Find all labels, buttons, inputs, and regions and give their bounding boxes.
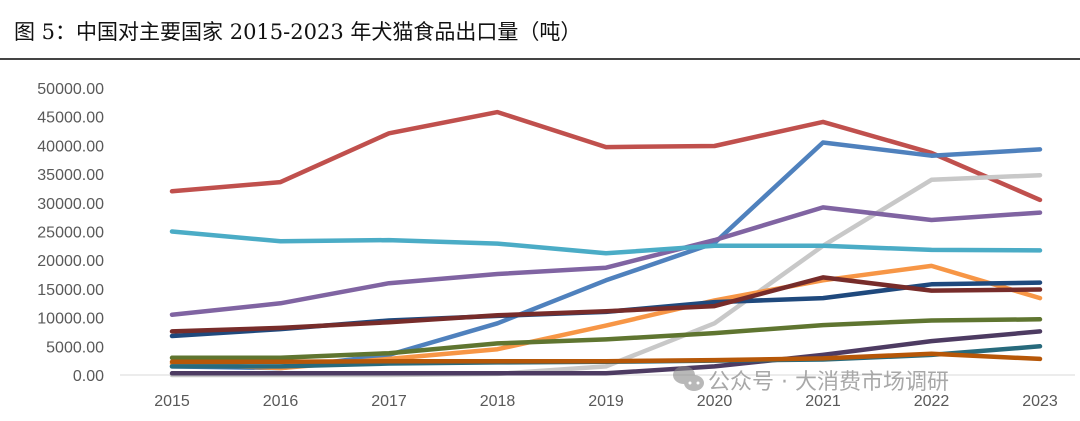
series-darkred: [169, 275, 1043, 334]
x-tick-label: 2016: [263, 393, 299, 410]
y-axis-ticks: 0.00 5000.00 10000.00 15000.00 20000.00 25000…: [37, 81, 104, 385]
y-tick-label: 40000.00: [37, 138, 104, 155]
y-tick-label: 20000.00: [37, 253, 104, 270]
x-tick-label: 2018: [480, 393, 516, 410]
x-tick-label: 2019: [588, 393, 624, 410]
x-tick-label: 2022: [914, 393, 950, 410]
wechat-icon: [673, 366, 704, 391]
x-axis-ticks: 2015 2016 2017 2018 2019 2020 2021 2022 2023: [154, 393, 1058, 410]
y-tick-label: 0.00: [73, 368, 104, 385]
y-tick-label: 45000.00: [37, 110, 104, 127]
watermark: 公众号 · 大消费市场调研: [673, 366, 949, 395]
series-cyan: [169, 229, 1043, 256]
figure-title: 图 5：中国对主要国家 2015-2023 年犬猫食品出口量（吨）: [14, 20, 582, 44]
watermark-text: 公众号 · 大消费市场调研: [708, 370, 949, 395]
series-lines: [169, 109, 1043, 378]
y-tick-label: 30000.00: [37, 196, 104, 213]
x-tick-label: 2023: [1022, 393, 1058, 410]
series-olive: [169, 317, 1043, 361]
y-tick-label: 50000.00: [37, 81, 104, 98]
x-tick-label: 2020: [697, 393, 733, 410]
series-purple: [169, 205, 1043, 317]
y-tick-label: 10000.00: [37, 311, 104, 328]
title-divider: [0, 58, 1080, 60]
x-tick-label: 2017: [371, 393, 407, 410]
series-red: [169, 109, 1043, 203]
x-tick-label: 2015: [154, 393, 190, 410]
series-darkpurple: [169, 329, 1043, 376]
y-tick-label: 5000.00: [46, 339, 104, 356]
y-tick-label: 25000.00: [37, 225, 104, 242]
y-tick-label: 15000.00: [37, 282, 104, 299]
series-darkorange: [169, 351, 1043, 365]
y-tick-label: 35000.00: [37, 167, 104, 184]
x-tick-label: 2021: [805, 393, 841, 410]
